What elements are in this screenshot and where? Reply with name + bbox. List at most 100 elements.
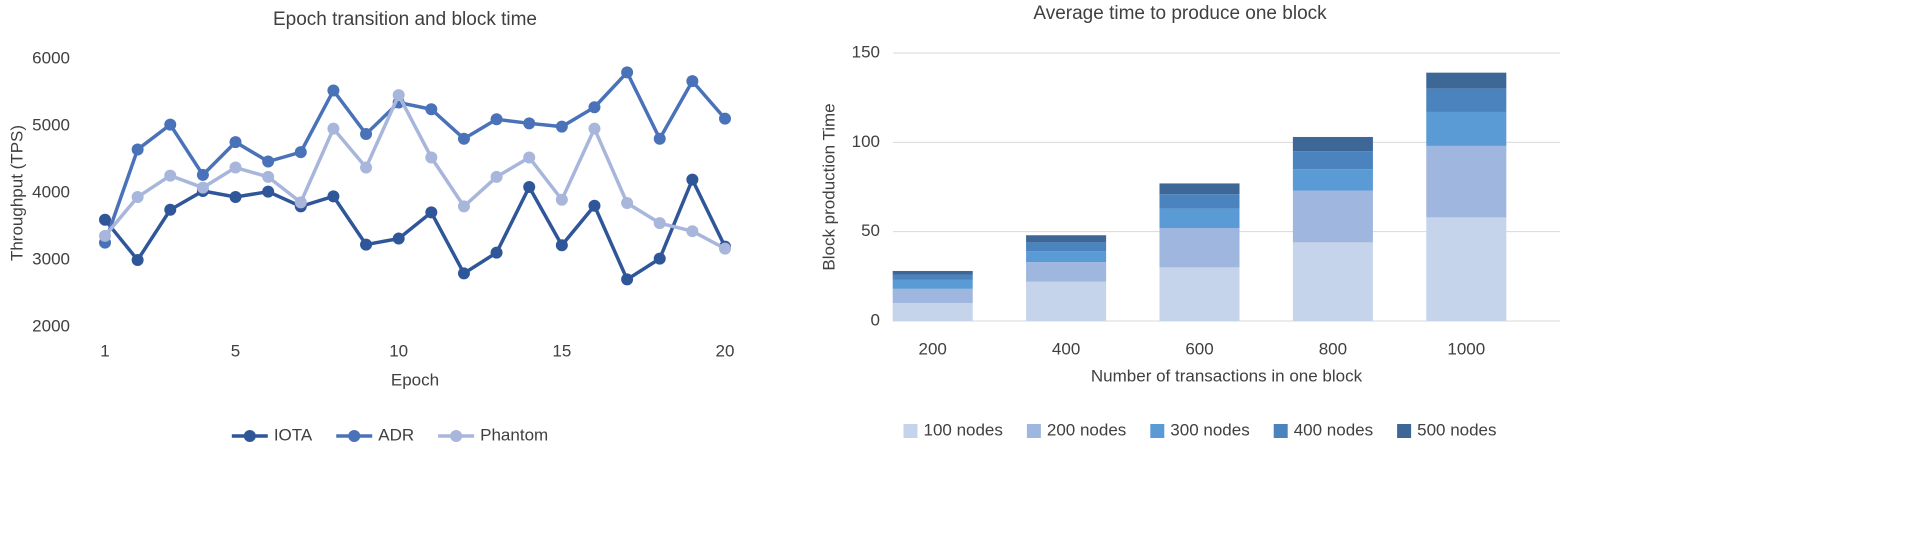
bar-segment (1426, 88, 1507, 112)
bar-segment (892, 303, 973, 321)
marker (653, 217, 666, 230)
y-axis-label: Throughput (TPS) (7, 125, 26, 261)
marker (360, 161, 373, 174)
x-tick-label: 800 (1319, 339, 1347, 358)
marker (164, 203, 177, 216)
legend-swatch (450, 430, 463, 442)
legend-label: ADR (378, 425, 414, 444)
marker (425, 206, 438, 219)
marker (490, 246, 503, 259)
marker (229, 191, 242, 204)
marker (360, 238, 373, 251)
marker (99, 213, 111, 226)
marker (686, 173, 699, 186)
marker (686, 225, 699, 238)
marker (327, 122, 340, 135)
bar-segment (1159, 194, 1240, 209)
bar-segment (1159, 208, 1240, 229)
marker (555, 193, 568, 206)
legend-swatch (348, 430, 361, 442)
bar-segment (1292, 151, 1373, 170)
y-tick-label: 50 (861, 221, 880, 240)
marker (294, 146, 307, 159)
legend-swatch (903, 424, 918, 438)
x-tick-label: 600 (1185, 339, 1213, 358)
marker (131, 143, 144, 156)
legend-label: 300 nodes (1170, 420, 1249, 439)
marker (392, 232, 405, 245)
marker (588, 101, 601, 114)
marker (360, 128, 373, 141)
legend-swatch (1397, 424, 1412, 438)
marker (523, 180, 536, 193)
marker (457, 267, 470, 280)
x-tick-label: 5 (231, 341, 240, 360)
marker (229, 161, 242, 174)
bar-segment (1159, 228, 1240, 268)
marker (164, 169, 177, 182)
marker (653, 132, 666, 145)
marker (457, 132, 470, 145)
bar-segment (892, 270, 973, 275)
bar-segment (1426, 145, 1507, 218)
legend-label: Phantom (480, 425, 548, 444)
marker (196, 181, 209, 194)
line (103, 91, 726, 251)
x-tick-label: 1000 (1447, 339, 1485, 358)
bar-segment (1292, 169, 1373, 191)
marker (327, 84, 340, 97)
bar-segment (1026, 251, 1107, 263)
bar-segment (1292, 190, 1373, 243)
x-tick-label: 15 (552, 341, 571, 360)
marker (490, 170, 503, 183)
marker (621, 273, 634, 286)
legend-label: IOTA (274, 425, 313, 444)
x-tick-label: 400 (1052, 339, 1080, 358)
line (103, 69, 727, 244)
marker (490, 113, 503, 126)
marker (653, 252, 666, 265)
bar-segment (1159, 183, 1240, 195)
marker (229, 136, 242, 149)
legend-label: 400 nodes (1294, 420, 1373, 439)
bar-segment (1292, 136, 1373, 152)
bar-segment (1426, 72, 1507, 89)
y-tick-label: 6000 (32, 48, 70, 67)
chart-title: Average time to produce one block (1033, 3, 1327, 24)
marker (686, 75, 699, 88)
bar-segment (892, 279, 973, 289)
x-tick-label: 10 (389, 341, 408, 360)
y-tick-label: 5000 (32, 115, 70, 134)
y-tick-label: 150 (852, 42, 880, 61)
legend-label: 100 nodes (923, 420, 1002, 439)
marker (523, 151, 536, 164)
marker (131, 254, 144, 266)
marker (262, 185, 275, 198)
y-tick-label: 100 (852, 132, 880, 151)
marker (99, 229, 111, 242)
marker (131, 191, 144, 204)
marker (262, 155, 275, 168)
bar-segment (892, 274, 973, 280)
marker (425, 151, 438, 164)
marker (588, 199, 601, 212)
marker (196, 168, 209, 181)
legend-swatch (1273, 424, 1288, 438)
legend-swatch (1150, 424, 1165, 438)
x-axis-label: Number of transactions in one block (1091, 366, 1363, 385)
bar-segment (1026, 242, 1107, 252)
x-tick-label: 200 (919, 339, 947, 358)
marker (523, 117, 536, 130)
marker (457, 200, 470, 213)
marker (294, 196, 307, 209)
bar-segment (1292, 242, 1373, 321)
y-tick-label: 4000 (32, 182, 70, 201)
marker (555, 120, 568, 133)
y-axis-label: Block production Time (819, 103, 838, 270)
bar-segment (1159, 267, 1240, 321)
bar-segment (1026, 262, 1107, 282)
marker (719, 112, 731, 125)
bar-segment (892, 288, 973, 304)
marker (555, 239, 568, 252)
